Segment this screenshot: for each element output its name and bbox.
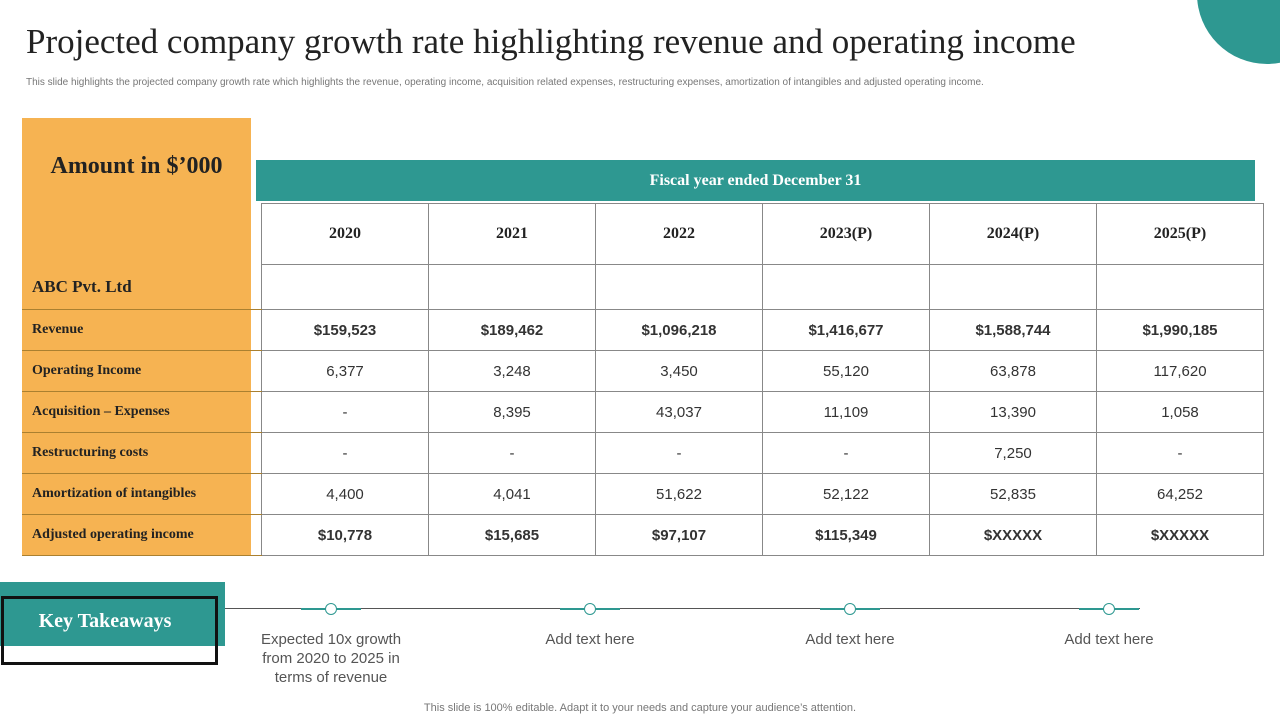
empty-cell	[762, 264, 930, 310]
table-cell: -	[428, 432, 596, 474]
table-cell: 6,377	[261, 350, 429, 392]
year-header: 2022	[595, 203, 763, 265]
table-cell: $159,523	[261, 309, 429, 351]
row-label: Restructuring costs	[22, 432, 262, 474]
table-cell: 3,248	[428, 350, 596, 392]
table-cell: $97,107	[595, 514, 763, 556]
empty-cell	[929, 264, 1097, 310]
table-cell: 52,122	[762, 473, 930, 515]
table-cell: 55,120	[762, 350, 930, 392]
timeline-line	[225, 608, 1140, 609]
year-header: 2025(P)	[1096, 203, 1264, 265]
year-header: 2020	[261, 203, 429, 265]
page-subtitle: This slide highlights the projected comp…	[26, 77, 984, 88]
decorative-circle	[1197, 0, 1280, 64]
timeline-node	[1079, 603, 1139, 615]
table-cell: 52,835	[929, 473, 1097, 515]
table-row: Adjusted operating income $10,778 $15,685 $…	[22, 514, 1264, 556]
table-cell: 8,395	[428, 391, 596, 433]
table-cell: $1,990,185	[1096, 309, 1264, 351]
circle-icon	[325, 603, 337, 615]
year-header: 2024(P)	[929, 203, 1097, 265]
empty-cell	[1096, 264, 1264, 310]
table-cell: 51,622	[595, 473, 763, 515]
table-cell: -	[261, 391, 429, 433]
empty-cell	[428, 264, 596, 310]
table-row: Revenue $159,523 $189,462 $1,096,218 $1,416,…	[22, 309, 1264, 351]
row-label: Adjusted operating income	[22, 514, 262, 556]
table-cell: -	[762, 432, 930, 474]
table-cell: 64,252	[1096, 473, 1264, 515]
fiscal-year-header: Fiscal year ended December 31	[256, 160, 1255, 201]
table-cell: 4,041	[428, 473, 596, 515]
table-cell: $XXXXX	[929, 514, 1097, 556]
takeaway-text: Expected 10x growth from 2020 to 2025 in…	[260, 631, 402, 686]
table-cell: 1,058	[1096, 391, 1264, 433]
table-cell: $1,588,744	[929, 309, 1097, 351]
year-header: 2023(P)	[762, 203, 930, 265]
table-cell: 4,400	[261, 473, 429, 515]
table-cell: 117,620	[1096, 350, 1264, 392]
table-cell: $115,349	[762, 514, 930, 556]
table-cell: $XXXXX	[1096, 514, 1264, 556]
header-spacer	[22, 204, 262, 265]
timeline-node	[560, 603, 620, 615]
table-cell: 3,450	[595, 350, 763, 392]
takeaway-text: Add text here	[805, 631, 895, 648]
table-row: Amortization of intangibles 4,400 4,041 51,…	[22, 473, 1264, 515]
table-cell: 43,037	[595, 391, 763, 433]
table-row: Restructuring costs - - - -7,250-	[22, 432, 1264, 474]
table-cell: -	[1096, 432, 1264, 474]
company-row: ABC Pvt. Ltd	[22, 264, 1264, 310]
takeaway-text: Add text here	[1064, 631, 1154, 648]
table-cell: 13,390	[929, 391, 1097, 433]
amount-label: Amount in $’000	[50, 153, 223, 179]
table-cell: -	[595, 432, 763, 474]
financial-table: 2020 2021 2022 2023(P) 2024(P) 2025(P) ABC Pvt…	[22, 203, 1264, 556]
circle-icon	[584, 603, 596, 615]
circle-icon	[1103, 603, 1115, 615]
circle-icon	[844, 603, 856, 615]
company-name: ABC Pvt. Ltd	[22, 264, 262, 310]
year-header: 2021	[428, 203, 596, 265]
timeline-node	[820, 603, 880, 615]
table-cell: 63,878	[929, 350, 1097, 392]
table-cell: 7,250	[929, 432, 1097, 474]
takeaway-text: Add text here	[545, 631, 635, 648]
row-label: Acquisition – Expenses	[22, 391, 262, 433]
row-label: Revenue	[22, 309, 262, 351]
table-cell: $15,685	[428, 514, 596, 556]
footer-note: This slide is 100% editable. Adapt it to…	[423, 702, 857, 714]
year-header-row: 2020 2021 2022 2023(P) 2024(P) 2025(P)	[22, 203, 1264, 265]
key-takeaways-outline	[1, 596, 218, 665]
key-takeaways-banner	[0, 582, 225, 646]
table-row: Acquisition – Expenses -8,395 43,037 11,109…	[22, 391, 1264, 433]
table-cell: $10,778	[261, 514, 429, 556]
timeline-node	[301, 603, 361, 615]
table-cell: $189,462	[428, 309, 596, 351]
page-title: Projected company growth rate highlighti…	[26, 22, 1076, 61]
table-cell: -	[261, 432, 429, 474]
key-takeaways-label: Key Takeaways	[38, 610, 172, 632]
empty-cell	[261, 264, 429, 310]
table-cell: $1,096,218	[595, 309, 763, 351]
table-row: Operating Income 6,377 3,248 3,450 55,120 63,…	[22, 350, 1264, 392]
table-cell: $1,416,677	[762, 309, 930, 351]
table-cell: 11,109	[762, 391, 930, 433]
empty-cell	[595, 264, 763, 310]
row-label: Operating Income	[22, 350, 262, 392]
row-label: Amortization of intangibles	[22, 473, 262, 515]
